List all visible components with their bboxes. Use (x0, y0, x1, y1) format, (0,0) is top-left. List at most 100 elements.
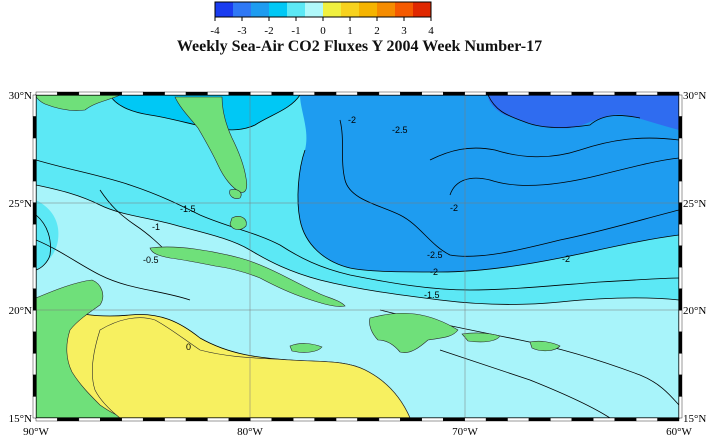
frame-tick (657, 417, 680, 422)
frame-tick (121, 91, 144, 96)
frame-tick (100, 91, 122, 96)
contour-label: -0.5 (143, 255, 159, 265)
frame-tick (635, 91, 658, 96)
colorbar-cells (214, 2, 432, 21)
contour-label: -2.5 (427, 250, 443, 260)
contour-line (439, 349, 611, 418)
contour-line (449, 157, 679, 196)
frame-tick (32, 374, 37, 397)
land-gulf-coast (36, 95, 121, 111)
frame-tick (314, 91, 337, 96)
frame-tick (550, 91, 573, 96)
frame-tick (32, 331, 37, 354)
frame-tick (100, 417, 122, 422)
lon-label: 90°W (23, 426, 49, 438)
frame-tick (314, 417, 337, 422)
colorbar-tick: 0 (320, 25, 326, 37)
frame-tick (507, 417, 530, 422)
frame-tick (593, 91, 615, 96)
lon-label: 60°W (666, 426, 692, 438)
frame-tick (142, 91, 165, 96)
colorbar: -4 -3 -2 -1 0 1 2 3 4 (210, 1, 434, 37)
land-south-america (91, 317, 411, 418)
frame-tick (678, 245, 683, 268)
frame-tick (185, 91, 208, 96)
frame-tick (528, 417, 551, 422)
contour-label: -2 (562, 254, 570, 264)
frame-tick (32, 223, 37, 246)
lat-label: 25°N (9, 198, 32, 210)
frame-tick (678, 331, 683, 354)
contour-label: 0 (186, 342, 191, 352)
contour-line (36, 239, 191, 301)
lat-label: 30°N (683, 90, 706, 102)
colorbar-tick: -3 (237, 25, 247, 37)
frame-tick (614, 417, 637, 422)
colorbar-tick: -1 (291, 25, 300, 37)
frame-tick (678, 267, 683, 289)
frame-tick (678, 223, 683, 246)
colorbar-tick: -4 (210, 25, 220, 37)
frame-tick (293, 417, 315, 422)
frame-tick (571, 417, 594, 422)
frame-tick (378, 91, 401, 96)
frame-tick (32, 288, 37, 311)
frame-tick (32, 245, 37, 268)
land-grand-bahama (229, 189, 242, 199)
contour-line (297, 149, 306, 221)
frame-tick (357, 91, 380, 96)
frame-tick (571, 91, 594, 96)
frame-tick (35, 91, 58, 96)
frame-tick (657, 91, 680, 96)
frame-tick (121, 417, 144, 422)
frame-tick (528, 91, 551, 96)
frame-tick (378, 417, 401, 422)
contour-label: -2 (348, 115, 356, 125)
lat-label: 25°N (683, 198, 706, 210)
lon-label: 80°W (237, 426, 263, 438)
land-virgin-islands (529, 340, 561, 352)
colorbar-frame (214, 1, 432, 18)
frame-tick (32, 94, 37, 117)
frame-tick (32, 396, 37, 419)
frame-tick (421, 417, 444, 422)
contour-labels: -2 -2.5 -1.5 -1 -0.5 0 -2.5 -2 -1.5 -2 -… (143, 115, 570, 352)
frame-tick (335, 91, 358, 96)
frame-tick (443, 417, 465, 422)
colorbar-cell (323, 2, 342, 17)
frame-tick (250, 91, 272, 96)
frame-tick (614, 91, 637, 96)
frame-tick (32, 159, 37, 182)
frame-tick (185, 417, 208, 422)
frame-tick (32, 116, 37, 139)
colorbar-cell (341, 2, 360, 17)
contour-label: -2 (450, 203, 458, 213)
frame-tick (32, 202, 37, 225)
map-frame (32, 91, 683, 422)
contour-line (36, 214, 51, 271)
frame-tick (207, 417, 230, 422)
frame-tick (32, 353, 37, 376)
contour-label: -1.5 (424, 290, 440, 300)
frame-tick (32, 310, 37, 333)
lat-label: 15°N (683, 413, 706, 425)
lat-label: 20°N (683, 305, 706, 317)
contour-label: -2.5 (392, 125, 408, 135)
lat-label: 20°N (9, 305, 32, 317)
frame-tick (678, 137, 683, 160)
frame-tick (421, 91, 444, 96)
contour-line (299, 219, 679, 273)
frame-tick (357, 417, 380, 422)
frame-tick (32, 137, 37, 160)
frame-tick (678, 159, 683, 182)
frame-tick (32, 267, 37, 289)
frame-tick (400, 417, 423, 422)
colorbar-cell (251, 2, 270, 17)
frame-tick (271, 91, 294, 96)
frame-tick (78, 417, 101, 422)
frame-tick (250, 417, 272, 422)
land-puerto-rico (461, 332, 501, 343)
colorbar-tick: -2 (264, 25, 273, 37)
frame-tick (464, 91, 487, 96)
